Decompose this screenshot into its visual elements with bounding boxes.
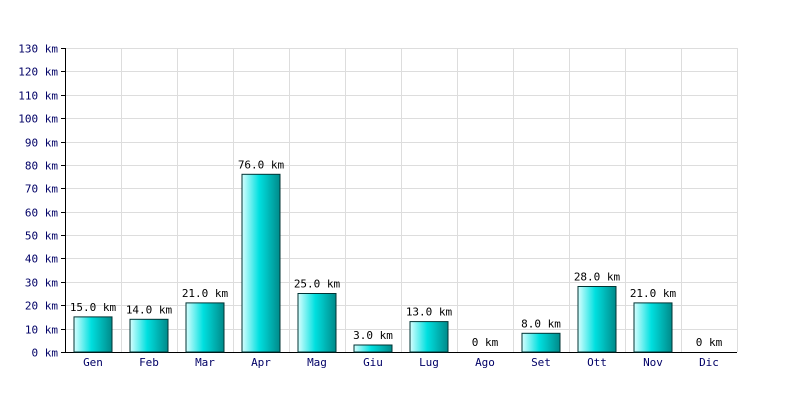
x-tick-label: Ago [475,356,495,369]
x-tick-label: Apr [251,356,271,369]
value-label: 0 km [696,336,723,349]
bar-nov [633,302,673,353]
y-tick-label: 50 km [25,230,58,243]
x-tick-label: Mag [307,356,327,369]
y-tick-label: 60 km [25,207,58,220]
value-label: 21.0 km [182,287,229,300]
y-tick-label: 80 km [25,160,58,173]
value-label: 3.0 km [353,329,393,342]
x-tick-label: Ott [587,356,607,369]
y-tick-label: 110 km [18,90,58,103]
y-tick-label: 100 km [18,113,58,126]
value-label: 76.0 km [238,158,285,171]
x-tick-label: Gen [83,356,103,369]
grid [65,48,738,352]
value-label: 25.0 km [294,278,341,291]
value-label: 15.0 km [70,301,117,314]
x-tick-label: Nov [643,356,663,369]
x-tick-label: Feb [139,356,159,369]
value-label: 21.0 km [630,287,677,300]
x-tick-label: Giu [363,356,383,369]
y-tick-label: 130 km [18,43,58,56]
x-tick-label: Mar [195,356,215,369]
y-tick-label: 90 km [25,137,58,150]
y-tick-label: 30 km [25,277,58,290]
value-label: 13.0 km [406,306,453,319]
y-tick-label: 40 km [25,253,58,266]
bar-ott [577,286,617,353]
bar-apr [241,173,281,353]
y-tick-label: 20 km [25,300,58,313]
axes: 0 km 10 km 20 km 30 km 40 km 50 km 60 km 70 km 8… [18,43,737,360]
x-tick-label: Lug [419,356,439,369]
value-label: 28.0 km [574,271,621,284]
bar-giu [353,344,393,353]
bar-mar [185,302,225,353]
bars [73,173,673,353]
labels: Gen 15.0 km Feb 14.0 km Mar 21.0 km Apr 76.0 km… [70,158,723,369]
bar-feb [129,318,169,353]
y-tick-label: 10 km [25,324,58,337]
bar-lug [409,321,449,353]
x-tick-label: Dic [699,356,719,369]
bar-mag [297,293,337,353]
value-label: 0 km [472,336,499,349]
y-tick-label: 70 km [25,183,58,196]
bar-set [521,332,561,353]
value-label: 14.0 km [126,303,173,316]
bar-gen [73,316,113,353]
value-label: 8.0 km [521,317,561,330]
x-tick-label: Set [531,356,551,369]
y-tick-label: 0 km [32,347,59,360]
y-tick-label: 120 km [18,66,58,79]
